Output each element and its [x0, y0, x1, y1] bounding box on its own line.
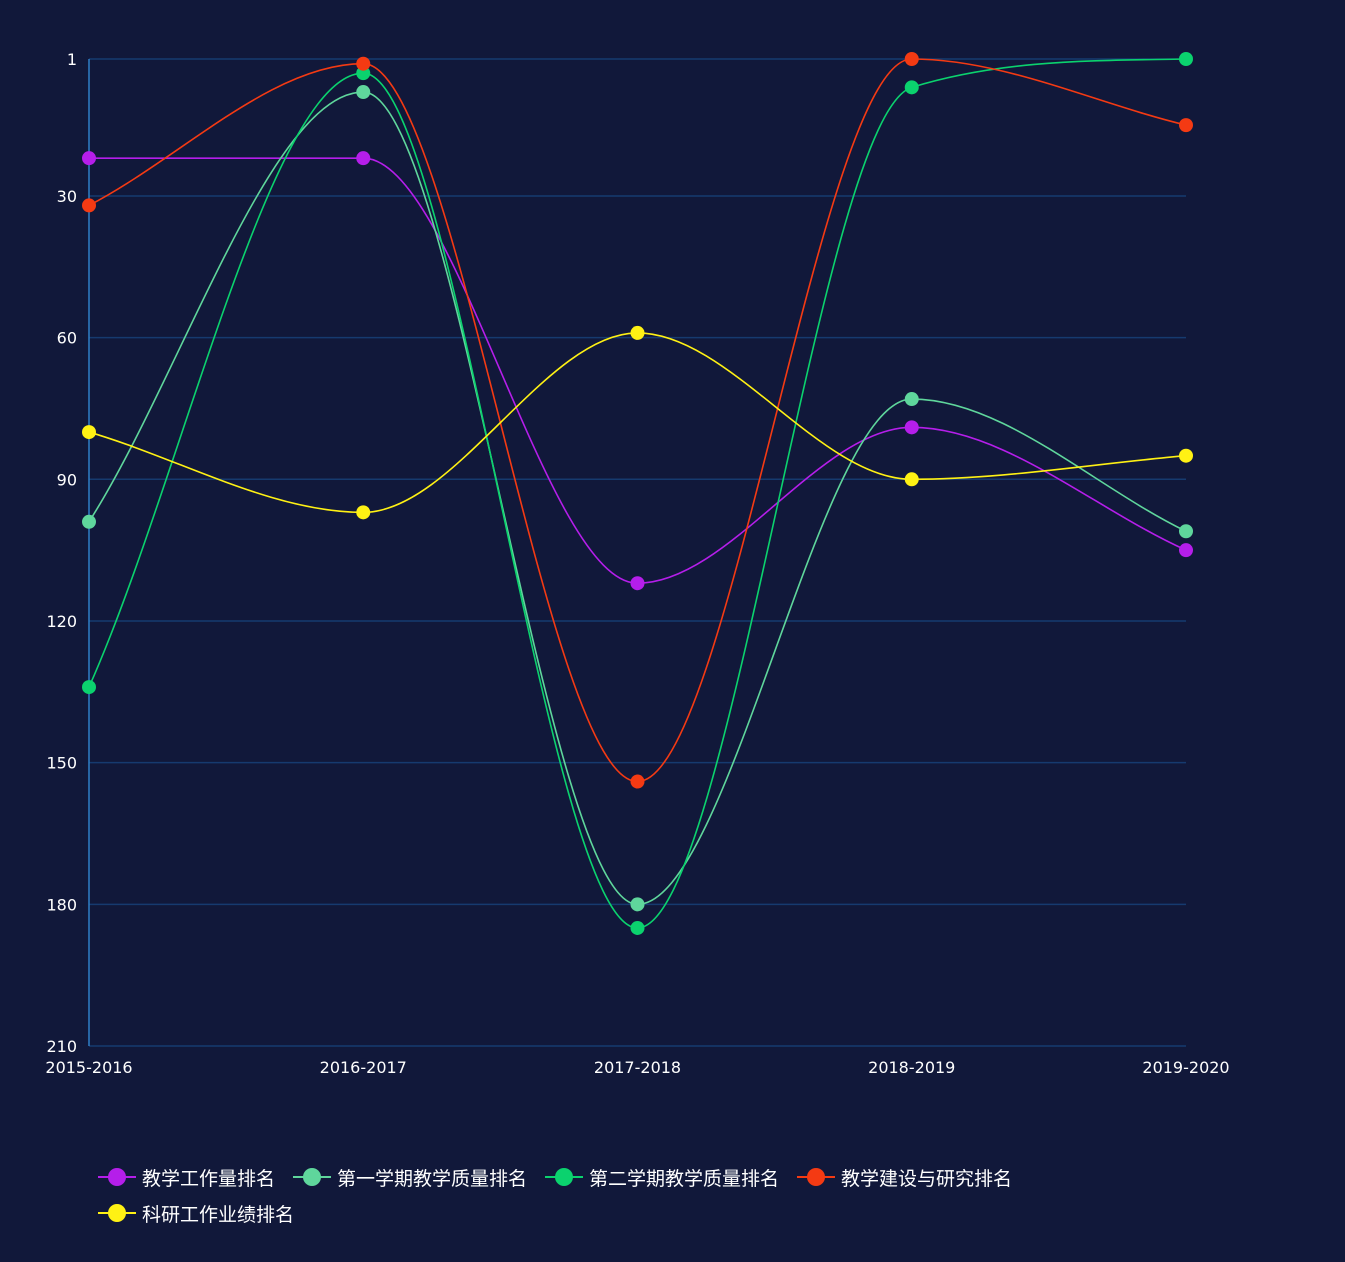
y-tick-label: 1	[67, 50, 77, 69]
y-tick-label: 180	[46, 895, 77, 914]
series-lines	[88, 58, 1187, 929]
x-tick-label: 2017-2018	[594, 1058, 681, 1077]
data-point	[1179, 448, 1193, 463]
data-point	[82, 514, 96, 529]
legend-item[interactable]: 教学建设与研究排名	[797, 1164, 1012, 1190]
legend-label: 科研工作业绩排名	[142, 1203, 295, 1226]
y-tick-label: 210	[46, 1037, 77, 1056]
data-point	[356, 85, 371, 100]
data-point	[82, 680, 96, 695]
legend-swatch-icon	[797, 1164, 836, 1190]
legend-swatch-icon	[98, 1200, 136, 1226]
data-point	[904, 80, 919, 95]
legend-swatch-icon	[545, 1164, 584, 1190]
legend-item[interactable]: 科研工作业绩排名	[98, 1200, 294, 1226]
legend-swatch-dot	[303, 1168, 322, 1186]
series-line	[88, 157, 1187, 585]
series-line	[88, 58, 1187, 929]
x-tick-label: 2015-2016	[45, 1058, 132, 1077]
data-point	[904, 472, 919, 487]
data-point	[1179, 52, 1193, 66]
data-point	[904, 420, 919, 435]
series-line	[88, 332, 1187, 514]
data-point	[82, 151, 96, 166]
series-points	[82, 52, 1193, 935]
data-point	[630, 576, 645, 591]
y-tick-label: 150	[46, 754, 77, 773]
x-tick-label: 2016-2017	[320, 1058, 407, 1077]
data-point	[82, 198, 96, 213]
data-point	[356, 56, 371, 71]
y-tick-label: 90	[57, 470, 77, 489]
legend-swatch-dot	[807, 1168, 826, 1186]
legend-swatch-dot	[108, 1168, 126, 1186]
data-point	[630, 920, 645, 935]
series-line	[88, 58, 1187, 783]
data-point	[630, 774, 645, 789]
data-point	[1179, 118, 1193, 133]
data-point	[904, 52, 919, 66]
legend: 教学工作量排名 第一学期教学质量排名 第二学期教学质量排名 教学建设与研究排名科研工作…	[98, 1164, 1198, 1226]
data-point	[356, 151, 371, 166]
data-point	[630, 325, 645, 340]
legend-swatch-dot	[108, 1204, 126, 1222]
legend-item[interactable]: 教学工作量排名	[98, 1164, 275, 1190]
y-tick-label: 120	[46, 612, 77, 631]
legend-swatch-icon	[98, 1164, 136, 1190]
legend-label: 教学工作量排名	[142, 1167, 276, 1190]
y-tick-label: 30	[57, 187, 77, 206]
axes: 1 30 60 90 120 150 180 210 2015-2016 2016-2017 201…	[45, 50, 1229, 1077]
data-point	[356, 505, 371, 520]
data-point	[1179, 524, 1193, 539]
series-line	[88, 91, 1187, 906]
data-point	[1179, 543, 1193, 558]
y-tick-label: 60	[57, 329, 77, 348]
x-tick-label: 2018-2019	[868, 1058, 955, 1077]
legend-label: 第二学期教学质量排名	[589, 1167, 780, 1190]
legend-item[interactable]: 第二学期教学质量排名	[545, 1164, 779, 1190]
x-tick-label: 2019-2020	[1142, 1058, 1229, 1077]
data-point	[630, 897, 645, 912]
legend-label: 教学建设与研究排名	[841, 1167, 1013, 1190]
data-point	[82, 425, 96, 440]
legend-label: 第一学期教学质量排名	[337, 1167, 528, 1190]
legend-swatch-icon	[293, 1164, 332, 1190]
data-point	[904, 392, 919, 407]
legend-swatch-dot	[555, 1168, 574, 1186]
legend-item[interactable]: 第一学期教学质量排名	[293, 1164, 527, 1190]
